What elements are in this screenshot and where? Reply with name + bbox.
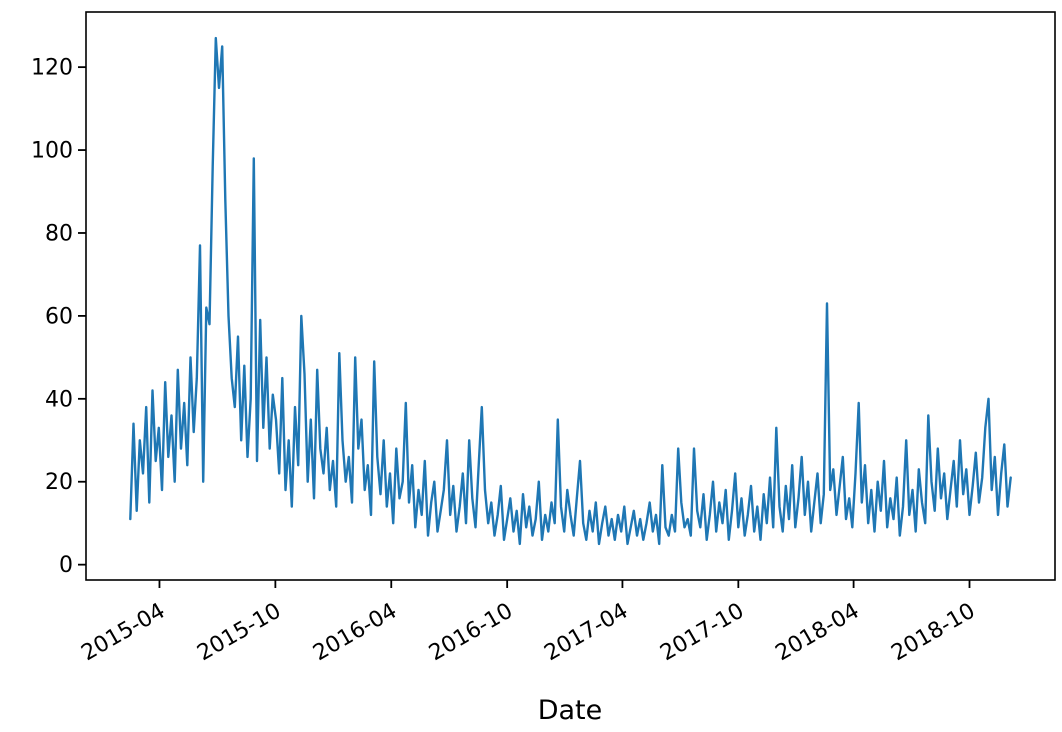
y-tick-label: 100 <box>31 139 73 164</box>
x-axis-title: Date <box>538 695 603 726</box>
x-tick-label: 2015-04 <box>77 599 169 667</box>
data-series-line <box>129 36 1012 546</box>
x-tick-label: 2018-04 <box>771 599 863 667</box>
x-tick-label: 2017-10 <box>656 599 748 667</box>
y-tick-label: 80 <box>45 221 73 246</box>
x-tick-label: 2017-04 <box>540 599 632 667</box>
y-tick-label: 60 <box>45 304 73 329</box>
x-tick-label: 2018-10 <box>887 599 979 667</box>
y-tick-label: 120 <box>31 56 73 81</box>
axes-border <box>85 11 1056 581</box>
x-tick-label: 2016-04 <box>309 599 401 667</box>
x-tick-label: 2016-10 <box>425 599 517 667</box>
y-tick-label: 20 <box>45 470 73 495</box>
y-tick-label: 40 <box>45 387 73 412</box>
y-tick-label: 0 <box>59 553 73 578</box>
x-tick-label: 2015-10 <box>193 599 285 667</box>
